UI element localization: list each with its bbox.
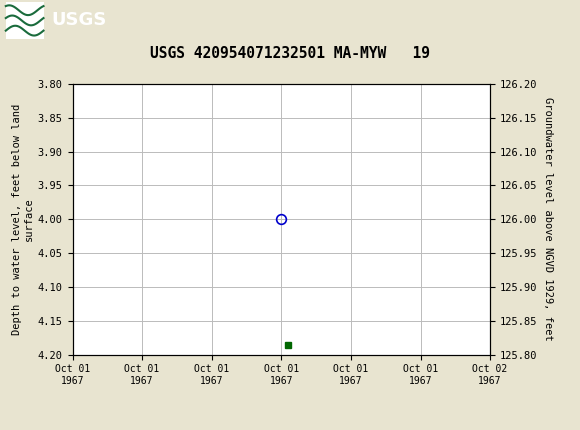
Bar	[6, 2, 44, 39]
Y-axis label: Depth to water level, feet below land
surface: Depth to water level, feet below land su…	[12, 104, 34, 335]
Y-axis label: Groundwater level above NGVD 1929, feet: Groundwater level above NGVD 1929, feet	[543, 98, 553, 341]
Text: USGS: USGS	[51, 12, 106, 29]
Text: USGS 420954071232501 MA-MYW   19: USGS 420954071232501 MA-MYW 19	[150, 46, 430, 61]
